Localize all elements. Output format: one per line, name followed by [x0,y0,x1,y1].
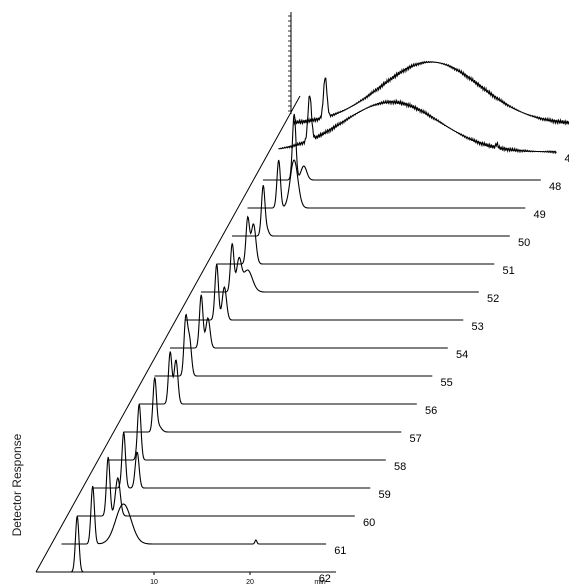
series-labels: 4647484950515253545556575859606162 [319,153,569,585]
trace-49 [247,159,526,209]
x-tick-label: 20 [246,579,254,586]
series-label-50: 50 [518,237,530,249]
trace-47 [278,95,557,155]
trace-52 [201,243,479,293]
trace-56 [139,351,417,405]
series-label-61: 61 [334,545,346,557]
series-label-58: 58 [394,461,406,473]
series-label-49: 49 [534,209,546,221]
trace-62 [46,515,311,573]
depth-axis [35,95,301,573]
trace-61 [61,485,327,545]
series-label-51: 51 [503,265,515,277]
trace-46 [293,60,569,126]
trace-48 [263,113,541,181]
series-label-55: 55 [441,377,453,389]
series-label-52: 52 [487,293,499,305]
trace-57 [123,377,402,433]
series-label-54: 54 [456,349,468,361]
series-label-48: 48 [549,181,561,193]
series-label-56: 56 [425,405,437,417]
trace-55 [154,313,433,377]
series-label-47: 47 [565,153,569,165]
chart-axes: 10 20 min [35,12,336,586]
trace-53 [185,263,464,321]
series-label-53: 53 [472,321,484,333]
trace-59 [92,431,371,489]
series-label-62: 62 [319,573,331,585]
chart-traces [46,60,569,573]
trace-58 [108,403,386,461]
series-label-60: 60 [363,517,375,529]
trace-54 [170,294,448,349]
trace-51 [216,215,495,265]
trace-50 [232,185,510,237]
x-axis-label: min [314,579,325,586]
y-axis-label: Detector Response [10,433,24,537]
trace-60 [77,456,355,517]
x-tick-label: 10 [150,579,158,586]
series-label-57: 57 [410,433,422,445]
series-label-59: 59 [379,489,391,501]
